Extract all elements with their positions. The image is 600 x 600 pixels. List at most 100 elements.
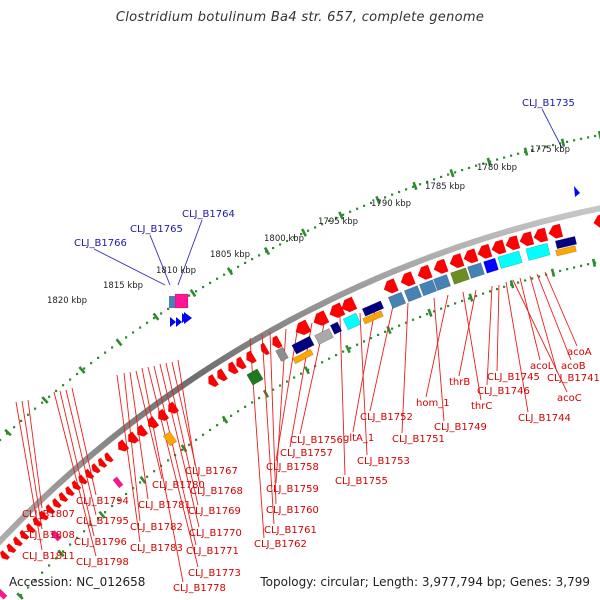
gene-box [329, 321, 343, 335]
gene-label: CLJ_B1769 [188, 506, 241, 517]
gene-label: CLJ_B1761 [264, 525, 317, 536]
gene-label: CLJ_B1798 [76, 557, 129, 568]
gene-arrow [12, 536, 24, 547]
gene-label: CLJ_B1745 [487, 372, 540, 383]
genome-summary: Topology: circular; Length: 3,977,794 bp… [260, 575, 590, 589]
gene-arrow [463, 248, 479, 264]
map-labels: 1775 kbp 1780 kbp 1785 kbp 1790 kbp 1795 kbp… [22, 98, 600, 594]
gene-label: acoC [557, 393, 582, 404]
gene-label: CLJ_B1781 [138, 500, 191, 511]
gene-box [112, 476, 124, 489]
gene-arrow [128, 431, 140, 444]
gene-arrow [52, 497, 62, 509]
gene-arrow [477, 243, 493, 259]
gene-arrow [26, 523, 36, 534]
scale-label: 1780 kbp [477, 163, 517, 173]
genome-backbone [0, 205, 600, 546]
gene-label: CLJ_B1746 [477, 386, 530, 397]
gene-label: CLJ_B1753 [357, 456, 410, 467]
gene-label: hom_1 [416, 398, 450, 409]
gene-box [361, 300, 385, 317]
gene-label: CLJ_B1768 [190, 486, 243, 497]
gene-arrow [91, 462, 101, 474]
gene-label: CLJ_B1744 [518, 413, 571, 424]
gene-label: CLJ_B1752 [360, 412, 413, 423]
gene-features [0, 186, 600, 600]
gene-arrow [217, 368, 228, 382]
gene-arrow [236, 356, 247, 370]
gene-label: CLJ_B1783 [130, 543, 183, 554]
gene-label: CLJ_B1765 [130, 224, 183, 235]
scale-label: 1790 kbp [371, 199, 411, 209]
gene-box [275, 346, 289, 362]
gene-label: CLJ_B1773 [188, 568, 241, 579]
gene-box [342, 312, 362, 331]
gene-arrow [295, 319, 312, 336]
gene-label: CLJ_B1764 [182, 209, 235, 220]
gene-arrow [58, 491, 69, 503]
gene-arrow [45, 504, 56, 515]
gene-box [432, 274, 452, 291]
scale-label: 1805 kbp [210, 250, 250, 260]
gene-arrow [519, 231, 535, 247]
gene-label: CLJ_B1780 [152, 480, 205, 491]
gene-arrow [137, 424, 149, 437]
gene-box [555, 245, 577, 257]
gene-label: CLJ_B1760 [266, 505, 319, 516]
gene-arrow [417, 264, 433, 280]
gene-box [162, 431, 178, 447]
gene-box [246, 368, 264, 386]
gene-arrow [78, 474, 88, 485]
gene-label: CLJ_B1778 [173, 583, 226, 594]
gene-arrow [329, 302, 346, 319]
scale-label: 1795 kbp [318, 217, 358, 227]
gene-arrow [505, 235, 521, 251]
gene-arrow [548, 223, 564, 239]
gene-box [525, 242, 551, 261]
gene-box [0, 586, 8, 600]
gene-label: CLJ_B1759 [266, 484, 319, 495]
gene-arrow [168, 401, 180, 414]
gene-label: gltA_1 [343, 433, 374, 444]
gene-label: CLJ_B1751 [392, 434, 445, 445]
accession-label: Accession: NC_012658 [9, 575, 146, 589]
gene-label: acoA [567, 347, 592, 358]
scale-label: 1820 kbp [47, 296, 87, 306]
forward-arrow [176, 317, 182, 327]
gene-box [483, 257, 499, 274]
gene-arrow [97, 457, 108, 468]
gene-arrow [32, 516, 43, 527]
gene-arrow [228, 361, 239, 375]
gene-arrow [383, 278, 399, 294]
gene-label: CLJ_B1749 [434, 422, 487, 433]
gene-box [554, 236, 578, 250]
gene-arrow [158, 408, 170, 422]
gene-label: CLJ_B1796 [74, 537, 127, 548]
gene-arrow [19, 529, 30, 540]
gene-label: CLJ_B1811 [22, 551, 75, 562]
gene-box [50, 529, 62, 542]
gene-label: acoB [561, 361, 586, 372]
forward-arrow [184, 312, 192, 324]
gene-arrow [313, 310, 330, 326]
gene-label: CLJ_B1808 [22, 530, 75, 541]
gene-label: acoL [530, 361, 554, 372]
gene-label: CLJ_B1758 [266, 462, 319, 473]
gene-arrow [84, 468, 95, 479]
gene-arrow [491, 239, 507, 255]
scale-label: 1815 kbp [103, 281, 143, 291]
gene-box [292, 348, 314, 365]
scale-label: 1785 kbp [425, 182, 465, 192]
gene-box [314, 328, 334, 345]
gene-arrow [65, 485, 75, 497]
scale-ticks [0, 130, 600, 600]
scale-label: 1775 kbp [530, 145, 570, 155]
gene-label: CLJ_B1767 [185, 466, 238, 477]
gene-box [403, 285, 423, 303]
gene-label: CLJ_B1756 [290, 435, 343, 446]
gene-box [450, 267, 470, 285]
gene-label: CLJ_B1766 [74, 238, 127, 249]
gene-arrow [400, 271, 416, 287]
gene-label: CLJ_B1755 [335, 476, 388, 487]
gene-label: CLJ_B1741 [547, 373, 600, 384]
